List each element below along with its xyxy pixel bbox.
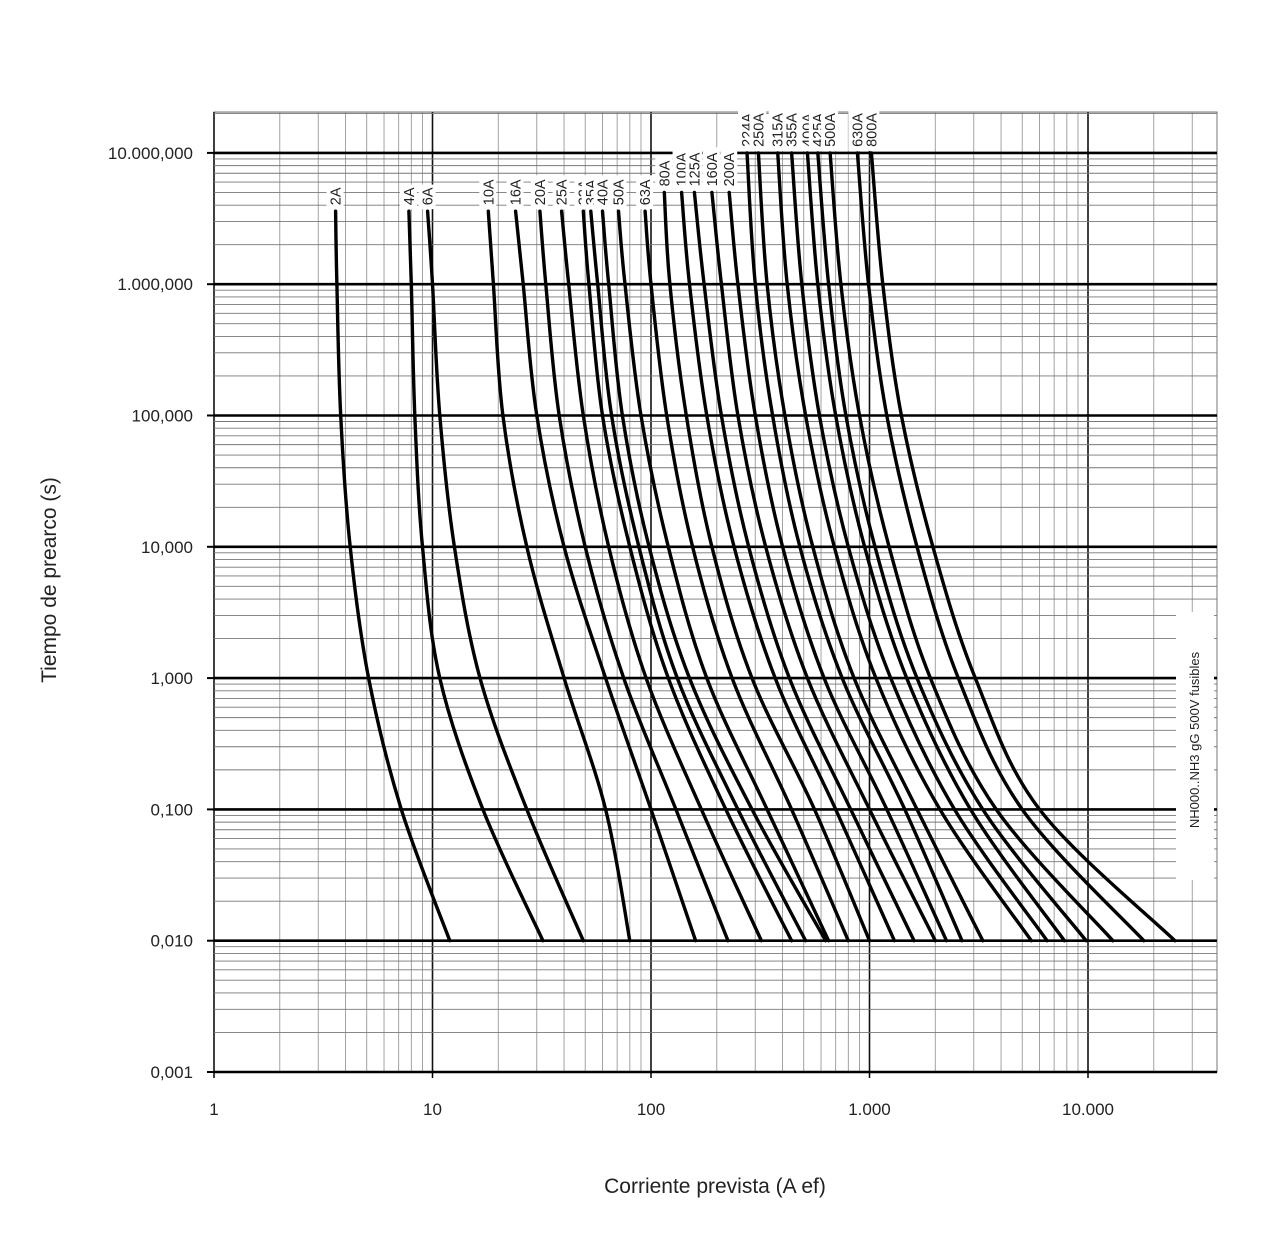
y-tick-label: 100,000: [132, 407, 193, 426]
rating-label-500A: 500A: [823, 113, 839, 147]
y-tick-label: 0,100: [150, 800, 193, 819]
curve-425A: [816, 151, 1088, 943]
chart-annotation: NH000..NH3 gG 500V fusibles: [1187, 651, 1202, 828]
rating-label-bg: [479, 175, 497, 210]
rating-label-bg: [530, 175, 548, 210]
tick-labels: 10.000,000 1.000,000 100,000 10,000 1,000 0,1…: [108, 144, 1114, 1119]
rating-label-bg: [848, 107, 866, 151]
curve-40A: [600, 209, 828, 943]
rating-label-160A: 160A: [705, 152, 721, 186]
rating-label-250A: 250A: [751, 113, 767, 147]
curve-16A: [513, 209, 698, 943]
rating-label-200A: 200A: [722, 152, 738, 186]
rating-label-bg: [399, 184, 417, 210]
rating-label-bg: [672, 147, 690, 191]
x-tick-label: 1.000: [848, 1100, 891, 1119]
x-tick-label: 100: [637, 1100, 665, 1119]
x-axis-title: Corriente prevista (A ef): [604, 1175, 826, 1198]
curve-4A: [407, 209, 545, 943]
rating-label-bg: [749, 107, 767, 151]
rating-label-bg: [552, 175, 570, 210]
rating-label-4A: 4A: [402, 187, 418, 205]
curve-10A: [486, 209, 632, 943]
rating-label-bg: [593, 175, 611, 210]
rating-label-50A: 50A: [612, 179, 628, 205]
y-tick-label: 1,000: [150, 669, 193, 688]
curve-2A: [333, 209, 452, 943]
rating-label-bg: [768, 107, 786, 151]
rating-label-bg: [636, 175, 654, 210]
curve-400A: [805, 151, 1067, 943]
rating-label-bg: [506, 175, 524, 210]
rating-label-bg: [821, 107, 839, 151]
curve-125A: [692, 190, 916, 943]
x-tick-label: 10.000: [1062, 1100, 1114, 1119]
rating-label-bg: [326, 184, 344, 210]
rating-label-2A: 2A: [329, 187, 345, 205]
y-axis-title: Tiempo de prearco (s): [38, 477, 61, 683]
curve-250A: [756, 151, 985, 943]
rating-label-16A: 16A: [509, 179, 525, 205]
curve-35A: [589, 209, 808, 943]
curve-500A: [828, 151, 1115, 943]
rating-label-bg: [418, 184, 436, 210]
curve-80A: [662, 190, 872, 943]
curve-63A: [643, 209, 850, 943]
rating-label-800A: 800A: [864, 113, 880, 147]
curve-25A: [559, 209, 764, 943]
curve-315A: [776, 151, 1033, 943]
curve-160A: [710, 190, 937, 943]
chart-grid: [207, 111, 1218, 1078]
rating-label-63A: 63A: [638, 179, 654, 205]
rating-label-25A: 25A: [555, 179, 571, 205]
rating-label-bg: [702, 147, 720, 191]
rating-label-bg: [655, 156, 673, 191]
y-tick-label: 10.000,000: [108, 144, 193, 163]
curve-630A: [855, 151, 1146, 943]
rating-label-bg: [609, 175, 627, 210]
curve-50A: [616, 209, 831, 943]
y-tick-label: 1.000,000: [117, 275, 193, 294]
curve-800A: [869, 151, 1177, 943]
curve-100A: [679, 190, 897, 943]
curve-224A: [745, 151, 964, 943]
y-tick-label: 0,010: [150, 932, 193, 951]
curve-200A: [727, 190, 949, 943]
rating-label-10A: 10A: [481, 179, 497, 205]
curve-32A: [581, 209, 794, 943]
rating-label-20A: 20A: [533, 179, 549, 205]
rating-label-bg: [720, 147, 738, 191]
annotation-box: [1176, 612, 1214, 880]
rating-label-80A: 80A: [657, 160, 673, 186]
y-tick-label: 0,001: [150, 1063, 193, 1082]
fuse-curves: [333, 151, 1177, 943]
y-tick-label: 10,000: [141, 538, 193, 557]
curve-6A: [425, 209, 585, 943]
rating-labels: 2A4A6A10A16A20A25A32A35A40A50A63A80A100A…: [326, 107, 880, 210]
rating-label-40A: 40A: [596, 179, 612, 205]
curve-355A: [789, 151, 1049, 943]
rating-label-bg: [782, 107, 800, 151]
x-tick-label: 1: [209, 1100, 218, 1119]
rating-label-bg: [685, 147, 703, 191]
rating-label-125A: 125A: [687, 152, 703, 186]
rating-label-bg: [862, 107, 880, 151]
curve-20A: [538, 209, 730, 943]
rating-label-6A: 6A: [421, 187, 437, 205]
rating-label-355A: 355A: [785, 113, 801, 147]
x-tick-label: 10: [423, 1100, 442, 1119]
